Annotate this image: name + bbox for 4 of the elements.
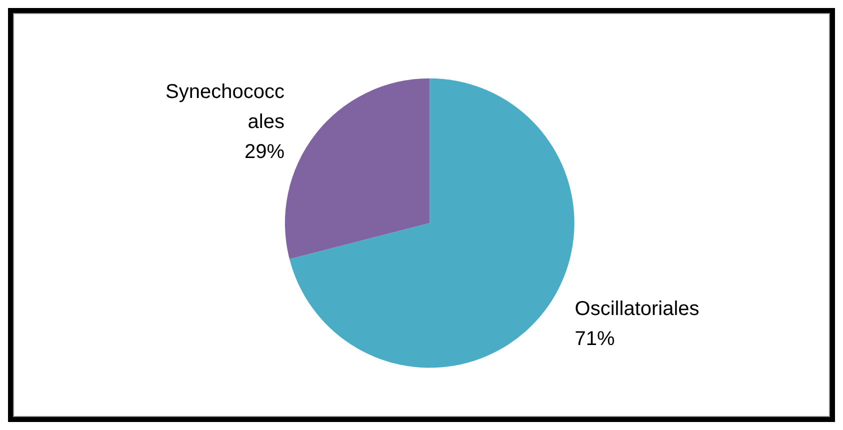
slice-label: Synechococcales [166,81,284,134]
data-label: 29% [244,141,285,164]
slice-label: Oscillatoriales [574,298,700,320]
data-label: 71% [574,328,616,350]
